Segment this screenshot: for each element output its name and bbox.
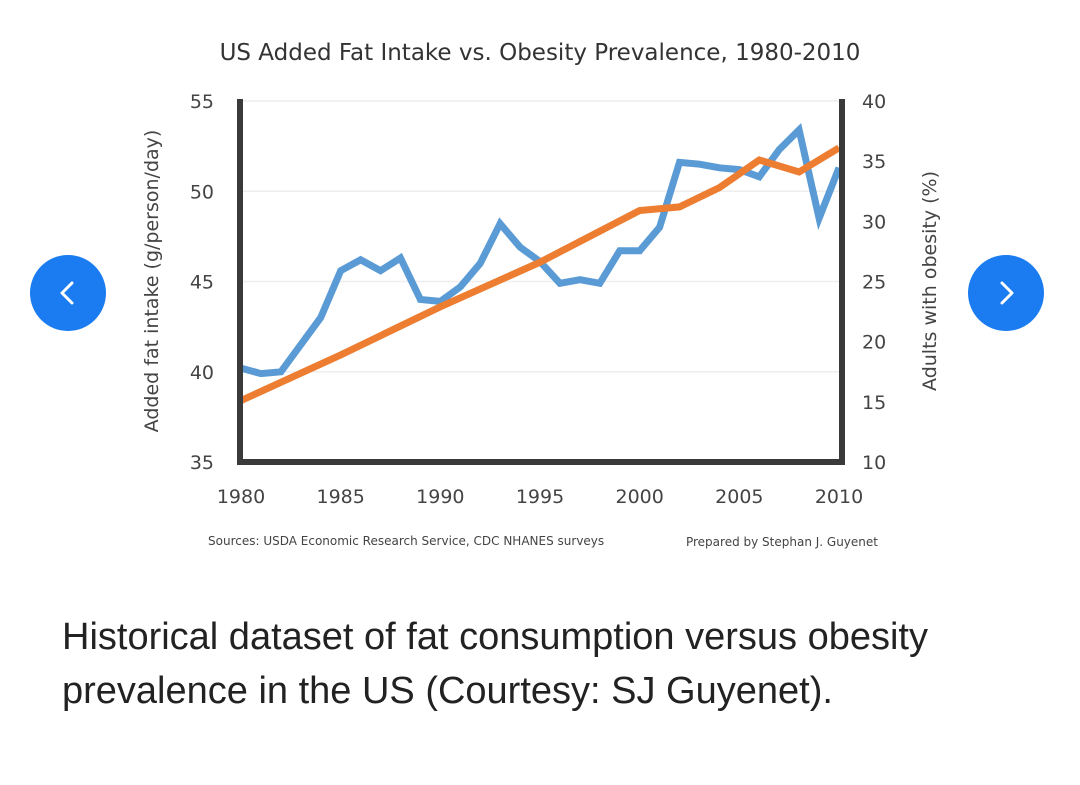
chart-title: US Added Fat Intake vs. Obesity Prevalen… xyxy=(220,40,861,66)
x-tick-label: 1990 xyxy=(416,486,464,508)
y-tick-label: 45 xyxy=(190,272,214,294)
series-group xyxy=(239,122,843,404)
data-point xyxy=(539,261,541,263)
data-point xyxy=(758,176,760,178)
data-point xyxy=(380,270,382,272)
data-point xyxy=(659,226,661,228)
x-tick-label: 2005 xyxy=(715,486,763,508)
data-point xyxy=(579,279,581,281)
x-tick-label: 1995 xyxy=(516,486,564,508)
y2-tick-label: 40 xyxy=(862,91,886,113)
next-slide-button[interactable] xyxy=(968,255,1044,331)
y2-axis-label: Adults with obesity (%) xyxy=(919,171,941,391)
data-point xyxy=(818,217,820,219)
data-point xyxy=(280,371,282,373)
y-tick-label: 50 xyxy=(190,181,214,203)
data-point xyxy=(260,373,262,375)
data-point xyxy=(639,250,641,252)
data-point xyxy=(718,167,720,169)
data-point xyxy=(679,206,681,208)
y-tick-label: 40 xyxy=(190,362,214,384)
y2-tick-label: 20 xyxy=(862,332,886,354)
image-caption: Historical dataset of fat consumption ve… xyxy=(62,616,928,712)
data-point xyxy=(599,282,601,284)
gridlines xyxy=(240,100,842,373)
data-point xyxy=(798,171,800,173)
data-point xyxy=(320,317,322,319)
x-tick-label: 2010 xyxy=(815,486,863,508)
y2-tick-label: 35 xyxy=(862,151,886,173)
chevron-right-icon xyxy=(1000,281,1014,305)
x-tick-label: 1980 xyxy=(217,486,265,508)
data-point xyxy=(340,354,342,356)
sources-note: Sources: USDA Economic Research Service,… xyxy=(208,534,604,548)
data-point xyxy=(399,257,401,259)
data-point xyxy=(679,161,681,163)
data-point xyxy=(519,246,521,248)
data-point xyxy=(439,306,441,308)
data-point xyxy=(718,187,720,189)
data-point xyxy=(798,129,800,131)
y2-tick-label: 15 xyxy=(862,392,886,414)
x-tick-label: 1985 xyxy=(316,486,364,508)
y2-tick-label: 30 xyxy=(862,211,886,233)
data-point xyxy=(758,159,760,161)
data-point xyxy=(479,262,481,264)
data-point xyxy=(459,286,461,288)
chevron-left-icon xyxy=(60,281,74,305)
data-point xyxy=(698,163,700,165)
tick-labels: 35 40 45 50 55 10 15 20 25 30 35 40 1980 1985 1990 1995… xyxy=(190,91,886,508)
y-axis-label: Added fat intake (g/person/day) xyxy=(141,130,163,433)
previous-slide-button[interactable] xyxy=(30,255,106,331)
data-point xyxy=(559,282,561,284)
data-point xyxy=(778,149,780,151)
y-tick-label: 55 xyxy=(190,91,214,113)
data-point xyxy=(360,259,362,261)
data-point xyxy=(499,223,501,225)
data-point xyxy=(439,300,441,302)
y2-tick-label: 10 xyxy=(862,452,886,474)
y-tick-label: 35 xyxy=(190,452,214,474)
credit-note: Prepared by Stephan J. Guyenet xyxy=(686,535,878,549)
chart: 35 40 45 50 55 10 15 20 25 30 35 40 1980 1985 1990 1995… xyxy=(141,40,941,549)
data-point xyxy=(300,344,302,346)
data-point xyxy=(419,299,421,301)
data-point xyxy=(619,250,621,252)
x-tick-label: 2000 xyxy=(615,486,663,508)
data-point xyxy=(340,270,342,272)
data-point xyxy=(639,210,641,212)
series-line-obesity xyxy=(239,144,841,404)
y2-tick-label: 25 xyxy=(862,272,886,294)
